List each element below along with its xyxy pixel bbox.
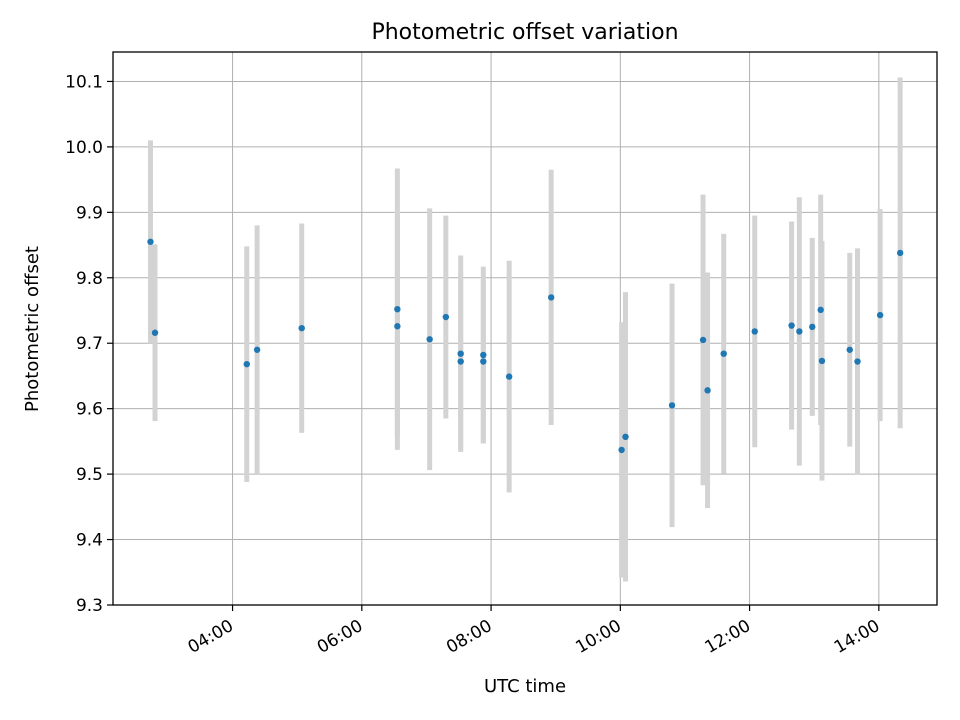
y-tick-label: 9.5 [76, 465, 103, 485]
data-point [876, 311, 884, 319]
data-point [699, 336, 707, 344]
data-point [298, 324, 305, 332]
data-point [818, 357, 826, 365]
y-tick-label: 9.8 [76, 269, 103, 289]
y-axis-label: Photometric offset [22, 246, 43, 412]
data-point [394, 323, 401, 330]
y-tick-label: 10.1 [65, 72, 103, 92]
data-point [896, 249, 904, 257]
data-point [704, 387, 711, 394]
data-point [854, 358, 861, 365]
data-point [668, 402, 676, 409]
data-point [442, 313, 450, 321]
data-point [426, 336, 433, 343]
data-point [457, 350, 464, 357]
data-point [618, 446, 625, 454]
data-point [809, 323, 816, 331]
plot-frame [112, 51, 938, 606]
y-tick-label: 10.0 [65, 138, 103, 158]
data-point [394, 305, 401, 313]
data-point [622, 433, 629, 441]
data-point [147, 238, 154, 245]
data-point [243, 360, 250, 368]
data-point [846, 346, 853, 353]
y-tick-label: 9.7 [76, 334, 103, 354]
data-point [788, 322, 795, 329]
x-axis-label: UTC time [484, 676, 566, 697]
data-point [505, 373, 513, 380]
y-tick-label: 9.3 [76, 596, 103, 616]
data-point [457, 358, 464, 365]
y-tick-label: 9.9 [76, 203, 103, 223]
data-point [547, 294, 555, 301]
data-points [147, 238, 904, 454]
chart-title: Photometric offset variation [371, 20, 678, 45]
data-point [751, 328, 758, 335]
data-point [796, 328, 803, 335]
y-tick-label: 9.6 [76, 400, 103, 420]
y-tick-label: 9.4 [76, 531, 103, 551]
y-axis-ticks: 9.3 9.4 9.5 9.6 9.7 9.8 9.9 10.0 10.1 [65, 72, 113, 616]
data-point [480, 351, 487, 359]
data-point [720, 350, 727, 357]
data-point [151, 329, 159, 336]
data-point [480, 358, 487, 365]
data-point [253, 346, 261, 353]
data-point [817, 306, 824, 314]
